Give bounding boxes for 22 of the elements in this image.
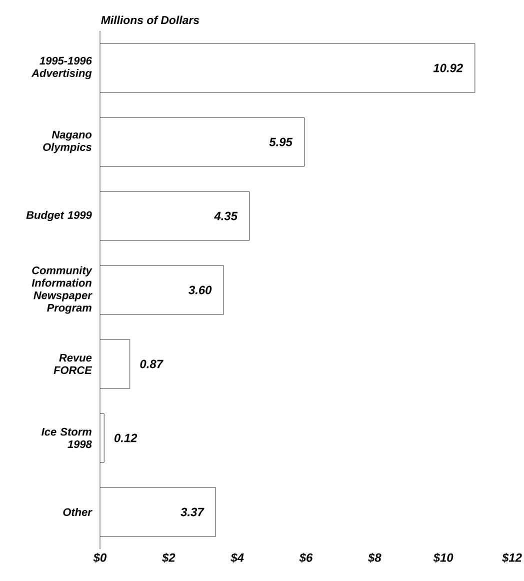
x-tick-label: $8: [368, 552, 382, 563]
y-tick-label: Nagano Olympics: [43, 130, 92, 154]
data-label: 3.37: [180, 508, 204, 516]
x-tick-label: $0: [93, 552, 107, 563]
x-tick-label: $4: [230, 552, 244, 563]
y-tick-label: Other: [63, 508, 92, 516]
chart-title: Millions of Dollars: [101, 16, 200, 24]
data-label: 5.95: [269, 138, 293, 146]
x-tick-label: $6: [299, 552, 313, 563]
x-tick-label: $12: [502, 552, 522, 563]
y-tick-label: Revue FORCE: [54, 354, 92, 374]
x-tick-label: $2: [162, 552, 176, 563]
y-tick-label: 1995-1996 Advertising: [31, 56, 92, 80]
data-label: 0.87: [140, 360, 164, 368]
data-label: 3.60: [188, 286, 212, 294]
y-tick-label: Budget 1999: [26, 210, 92, 222]
data-label: 0.12: [114, 434, 138, 442]
data-label: 10.92: [433, 64, 463, 72]
y-tick-label: Ice Storm 1998: [42, 428, 92, 448]
data-label: 4.35: [214, 212, 238, 220]
y-tick-label: Community Information Newspaper Program: [32, 266, 92, 314]
x-tick-label: $10: [433, 552, 454, 563]
